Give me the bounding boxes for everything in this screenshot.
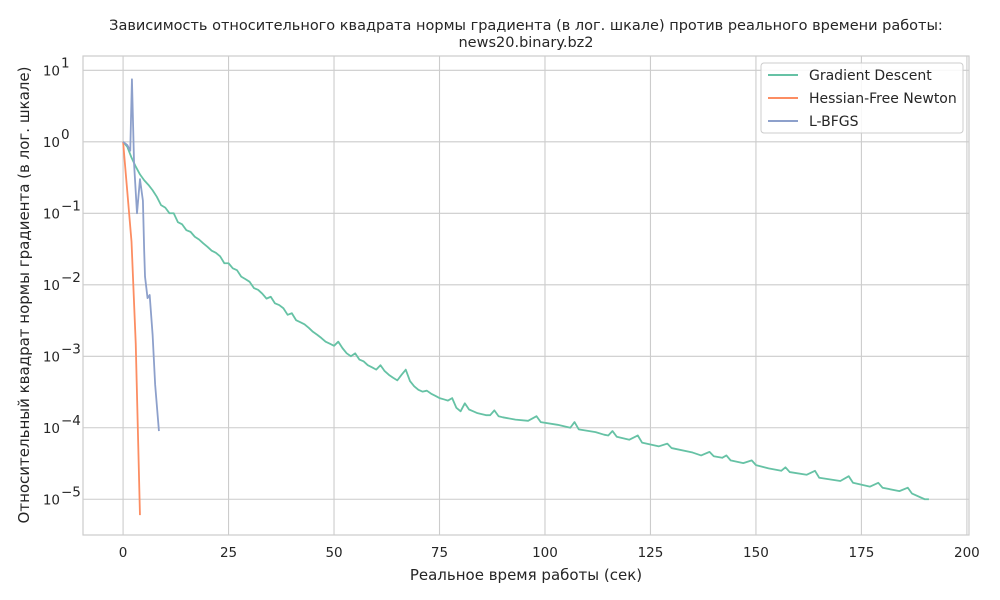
x-tick-label: 150 xyxy=(743,545,769,561)
x-tick-label: 200 xyxy=(954,545,980,561)
y-tick-exponent: −5 xyxy=(61,484,81,500)
series-line-gradient-descent xyxy=(122,141,929,501)
y-tick-exponent: −1 xyxy=(61,198,81,214)
series-line-hessian-free-newton xyxy=(122,141,141,516)
legend-label: Hessian-Free Newton xyxy=(809,91,957,107)
x-axis-label: Реальное время работы (сек) xyxy=(410,566,642,584)
y-tick-base: 10 xyxy=(43,135,60,151)
plot-frame xyxy=(82,55,970,536)
y-tick-label: 10 −4 xyxy=(43,413,81,437)
x-tick-label: 75 xyxy=(431,545,448,561)
y-tick-label: 10 −1 xyxy=(43,198,81,222)
chart-title-line1: Зависимость относительного квадрата норм… xyxy=(109,18,943,34)
y-tick-base: 10 xyxy=(43,492,60,508)
y-tick-base: 10 xyxy=(43,206,60,222)
y-tick-exponent: −2 xyxy=(61,270,81,286)
y-tick-exponent: 0 xyxy=(61,127,70,143)
x-tick-label: 125 xyxy=(638,545,664,561)
series-line-l-bfgs xyxy=(122,78,160,432)
y-tick-label: 10 −5 xyxy=(43,484,81,508)
y-tick-base: 10 xyxy=(43,63,60,79)
y-axis-label: Относительный квадрат нормы градиента (в… xyxy=(15,67,33,524)
legend-frame xyxy=(760,62,964,134)
x-axis-ticks: 0 25 50 75 100 125 150 175 200 xyxy=(119,545,980,561)
legend-label: Gradient Descent xyxy=(809,68,932,84)
x-tick-label: 25 xyxy=(220,545,237,561)
y-tick-label: 10 0 xyxy=(43,127,70,151)
y-tick-label: 10 1 xyxy=(43,55,70,79)
y-tick-exponent: −4 xyxy=(61,413,81,429)
y-tick-label: 10 −2 xyxy=(43,270,81,294)
x-tick-label: 175 xyxy=(849,545,875,561)
x-tick-label: 0 xyxy=(119,545,128,561)
chart-title-line2: news20.binary.bz2 xyxy=(458,35,593,51)
x-tick-label: 50 xyxy=(325,545,342,561)
x-tick-label: 100 xyxy=(532,545,558,561)
y-tick-exponent: 1 xyxy=(61,55,70,71)
y-tick-exponent: −3 xyxy=(61,341,81,357)
y-tick-base: 10 xyxy=(43,421,60,437)
series-lines xyxy=(122,78,929,516)
y-tick-label: 10 −3 xyxy=(43,341,81,365)
y-tick-base: 10 xyxy=(43,278,60,294)
legend-label: L-BFGS xyxy=(809,114,859,130)
legend: Gradient Descent Hessian-Free Newton L-BFG… xyxy=(760,62,964,134)
y-tick-base: 10 xyxy=(43,349,60,365)
